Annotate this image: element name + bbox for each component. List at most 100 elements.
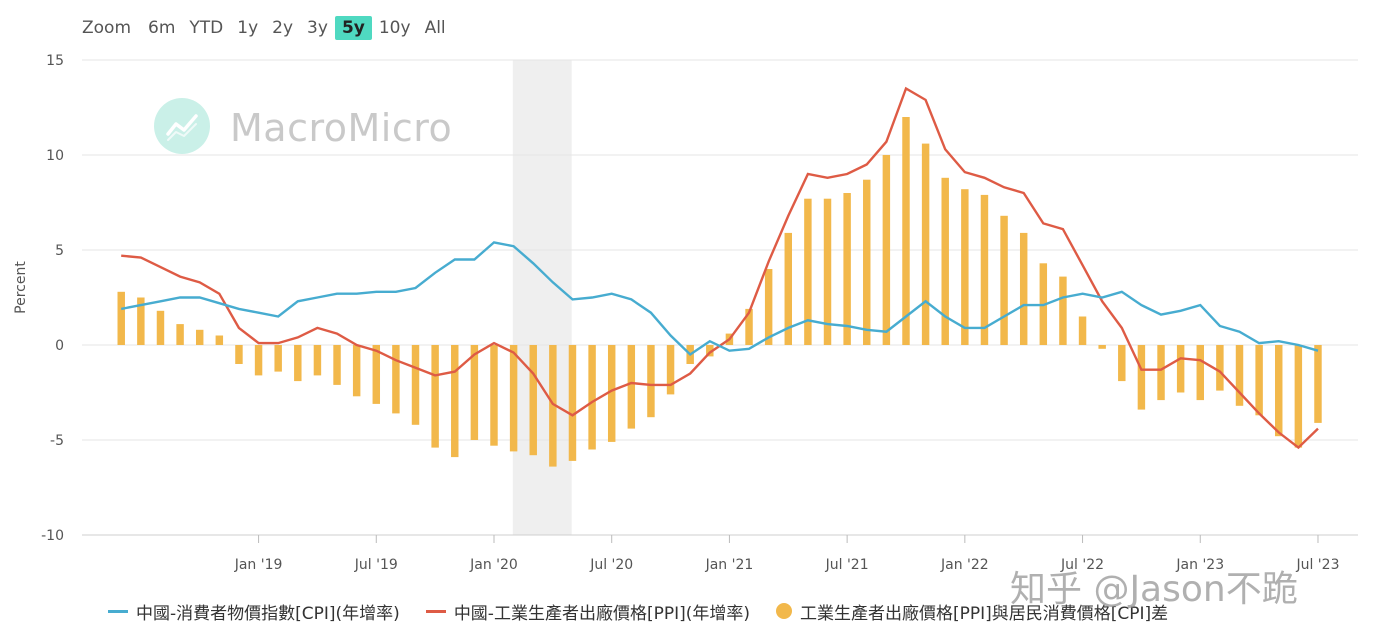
- spread-bar: [490, 345, 498, 446]
- x-tick-label: Jan '21: [705, 557, 754, 573]
- spread-bar: [392, 345, 400, 414]
- spread-bar: [1294, 345, 1303, 448]
- spread-bar: [1255, 345, 1263, 416]
- legend-swatch-cpi: [108, 609, 128, 613]
- zoom-1y-button[interactable]: 1y: [237, 18, 259, 38]
- spread-bar: [706, 345, 714, 357]
- spread-bar: [666, 345, 675, 395]
- legend-label-ppi: 中國-工業生產者出廠價格[PPI](年增率): [453, 603, 750, 624]
- spread-bar: [1000, 215, 1008, 345]
- x-tick-label: Jan '23: [1175, 557, 1224, 573]
- x-tick-label: Jul '23: [1295, 557, 1339, 573]
- y-tick-label: 15: [46, 53, 64, 69]
- x-tick-label: Jul '19: [354, 557, 398, 573]
- legend-item-spread[interactable]: 工業生產者出廠價格[PPI]與居民消費價格[CPI]差: [776, 599, 1168, 624]
- spread-bar: [843, 193, 851, 345]
- spread-bar: [745, 308, 753, 345]
- spread-bar: [1235, 345, 1244, 406]
- x-tick-label: Jul '22: [1060, 557, 1104, 573]
- spread-bar: [647, 345, 655, 418]
- zoom-3y-button[interactable]: 3y: [307, 18, 328, 38]
- spread-bar: [254, 345, 263, 376]
- x-tick-label: Jul '21: [825, 557, 869, 573]
- zoom-5y-button[interactable]: 5y: [334, 16, 372, 40]
- spread-bar: [1118, 345, 1126, 382]
- spread-bar: [863, 179, 871, 345]
- spread-bar: [1176, 345, 1185, 393]
- x-tick-label: Jan '19: [234, 557, 283, 573]
- spread-bar: [215, 335, 224, 345]
- spread-bar: [411, 345, 420, 425]
- spread-bar: [529, 345, 537, 456]
- spread-bar: [1098, 345, 1106, 349]
- spread-bar: [568, 345, 577, 461]
- spread-bar: [980, 194, 989, 345]
- spread-bar: [1137, 345, 1146, 410]
- spread-bar: [1216, 345, 1224, 391]
- spread-bar: [431, 345, 439, 448]
- spread-bar: [784, 232, 793, 345]
- zhihu-watermark: 知乎 @Jason不跪: [1010, 569, 1298, 610]
- spread-bar: [274, 345, 282, 372]
- legend-swatch-ppi: [425, 609, 446, 613]
- y-tick-label: -10: [41, 528, 64, 544]
- legend-item-ppi[interactable]: 中國-工業生產者出廠價格[PPI](年增率): [425, 599, 750, 624]
- y-tick-label: 5: [55, 243, 64, 259]
- spread-bar: [882, 155, 891, 345]
- zoom-6m-button[interactable]: 6m: [148, 18, 176, 38]
- spread-bar: [509, 345, 518, 452]
- spread-bar: [352, 345, 361, 397]
- spread-bar: [902, 117, 910, 345]
- spread-bar: [627, 345, 636, 429]
- spread-bar: [333, 345, 341, 385]
- legend-label-cpi: 中國-消費者物價指數[CPI](年增率): [136, 603, 400, 624]
- y-tick-label: -5: [50, 433, 64, 449]
- spread-bar: [1078, 316, 1087, 345]
- chart-legend: 中國-消費者物價指數[CPI](年增率) 中國-工業生產者出廠價格[PPI](年…: [108, 598, 1194, 624]
- spread-bar: [1196, 345, 1204, 401]
- spread-bar: [372, 345, 381, 404]
- spread-bar: [588, 345, 596, 450]
- spread-bar: [470, 345, 479, 440]
- spread-bar: [1059, 276, 1067, 345]
- spread-bar: [1275, 345, 1283, 437]
- zoom-10y-button[interactable]: 10y: [378, 18, 411, 38]
- spread-bar: [941, 177, 949, 345]
- zoom-label: Zoom: [82, 18, 132, 38]
- legend-swatch-spread: [776, 603, 792, 619]
- legend-item-cpi[interactable]: 中國-消費者物價指數[CPI](年增率): [108, 599, 400, 624]
- x-tick-label: Jan '22: [940, 557, 989, 573]
- spread-bar: [764, 269, 773, 345]
- zoom-toolbar: Zoom 6m YTD 1y 2y 3y 5y 10y All: [82, 13, 453, 43]
- spread-bar: [451, 345, 459, 458]
- spread-bar: [137, 297, 145, 345]
- x-tick-label: Jan '20: [469, 557, 518, 573]
- spread-bar: [961, 189, 969, 345]
- y-tick-label: 0: [55, 338, 64, 354]
- spread-bar: [921, 143, 930, 345]
- macromicro-logo-icon: [154, 98, 210, 154]
- spread-bar: [823, 198, 832, 345]
- spread-bar: [1019, 232, 1028, 345]
- shaded-period-band: [512, 60, 572, 535]
- spread-bar: [156, 310, 165, 345]
- y-tick-label: 10: [46, 148, 64, 164]
- spread-bar: [804, 198, 812, 345]
- x-tick-label: Jul '20: [589, 557, 633, 573]
- spread-bar: [195, 329, 204, 345]
- zoom-2y-button[interactable]: 2y: [272, 18, 294, 38]
- zoom-ytd-button[interactable]: YTD: [189, 18, 224, 38]
- spread-bar: [549, 345, 557, 467]
- spread-bar: [313, 345, 322, 376]
- spread-bar: [607, 345, 616, 442]
- spread-bar: [117, 291, 125, 345]
- cpi-line: [120, 241, 1319, 357]
- zoom-all-button[interactable]: All: [424, 18, 446, 38]
- legend-label-spread: 工業生產者出廠價格[PPI]與居民消費價格[CPI]差: [800, 603, 1169, 624]
- spread-bar: [1157, 345, 1165, 401]
- macromicro-watermark: MacroMicro: [230, 106, 453, 150]
- spread-bar: [176, 324, 184, 345]
- y-axis-label: Percent: [13, 261, 29, 314]
- spread-bar: [294, 345, 302, 382]
